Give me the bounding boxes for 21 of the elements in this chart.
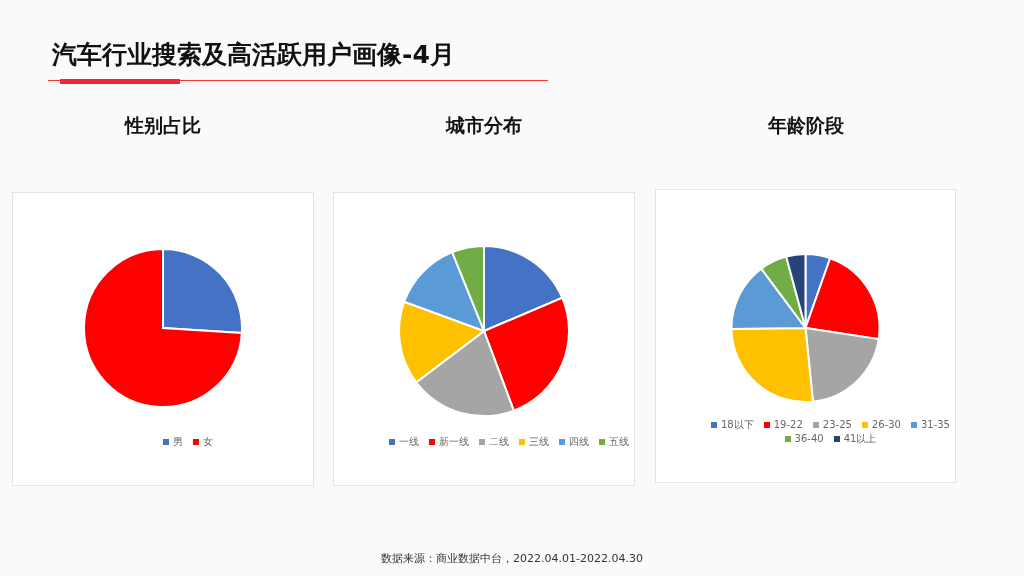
- legend-label: 男: [173, 436, 183, 447]
- chart-subtitle: 性别占比: [123, 113, 202, 138]
- legend-label: 五线: [609, 436, 629, 447]
- chart-title: 年龄阶段: [766, 113, 845, 138]
- legend-label: 新一线: [439, 436, 469, 447]
- legend-label: 四线: [569, 436, 589, 447]
- source-note: 数据来源：商业数据中台，2022.04.01-2022.04.30: [381, 552, 643, 565]
- legend-label: 31-35: [920, 419, 950, 430]
- legend-label: 18以下: [721, 419, 754, 430]
- legend-label: 三线: [529, 436, 549, 447]
- legend-label: 19-22: [773, 419, 803, 430]
- legend-label: 36-40: [794, 433, 824, 444]
- legend-label: 二线: [489, 436, 509, 447]
- chart-title: 城市分布: [444, 113, 523, 138]
- chart-title: 汽车行业搜索及高活跃用户画像-4月: [52, 39, 455, 71]
- legend-label: 41以上: [843, 433, 877, 444]
- legend-label: 23-25: [822, 419, 852, 430]
- pie-slice: [83, 248, 243, 408]
- legend-label: 一线: [399, 436, 419, 447]
- legend-label: 26-30: [871, 419, 901, 430]
- legend-label: 女: [203, 436, 213, 447]
